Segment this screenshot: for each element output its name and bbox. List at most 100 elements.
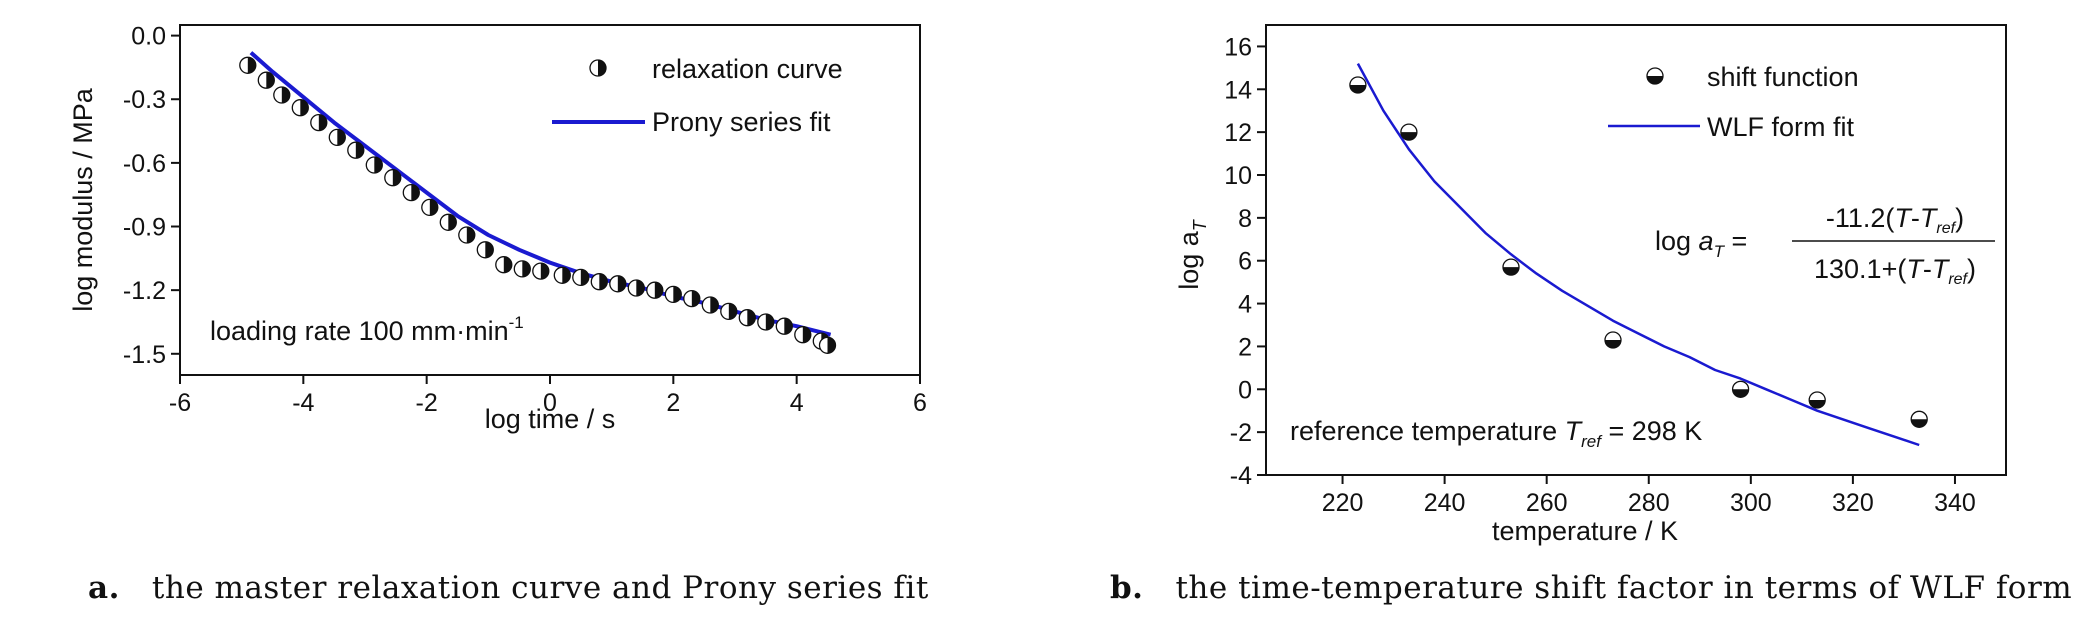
data-point (291, 99, 309, 117)
fit-line-a (249, 51, 832, 337)
data-point (1910, 410, 1928, 428)
data-point (664, 285, 682, 304)
caption-a-text: the master relaxation curve and Prony se… (151, 570, 929, 606)
y-tick-label: -1.5 (123, 341, 166, 369)
data-point (257, 71, 275, 89)
caption-b-letter: b. (1110, 570, 1144, 606)
x-tick-label: 300 (1730, 489, 1772, 517)
data-point (1400, 123, 1418, 141)
data-point (590, 273, 608, 291)
y-tick-label: -1.2 (123, 277, 166, 305)
x-tick-label: 0 (543, 389, 557, 417)
x-tick-label: 6 (913, 389, 927, 417)
data-point (365, 156, 383, 174)
data-point (1808, 391, 1826, 409)
data-point (553, 266, 571, 284)
data-point (1731, 380, 1750, 398)
plot-frame-b (1265, 24, 2007, 476)
y-tick-label: 6 (1238, 248, 1252, 276)
fit-curve (1356, 63, 1920, 447)
x-tick-label: -4 (292, 389, 314, 417)
x-tick-label: 260 (1526, 489, 1568, 517)
y-tick-label: -4 (1230, 462, 1252, 490)
data-point (239, 56, 257, 74)
caption-b-text: the time-temperature shift factor in ter… (1175, 570, 2073, 606)
formula-lhs: log aT = (1655, 226, 1747, 261)
y-tick-label: -0.9 (123, 214, 166, 242)
data-point (572, 268, 590, 287)
x-tick-label: 340 (1934, 489, 1976, 517)
legend-marker-relaxation (589, 59, 607, 77)
data-point (720, 302, 738, 321)
data-point (384, 169, 402, 187)
data-point (310, 113, 328, 132)
data-point (646, 281, 664, 299)
data-point (701, 296, 719, 314)
data-point (775, 317, 793, 335)
fit-line-b (1356, 63, 1920, 447)
data-point (818, 336, 837, 354)
data-point (683, 289, 701, 308)
data-point (1604, 331, 1622, 349)
data-point (476, 241, 494, 259)
formula-numerator: -11.2(T-Tref) (1826, 203, 1964, 237)
legend-b: shift function WLF form fit (1608, 62, 1859, 142)
caption-a: a. the master relaxation curve and Prony … (88, 570, 929, 606)
data-point (328, 128, 346, 147)
data-point (495, 256, 513, 274)
y-tick-label: -0.3 (123, 86, 166, 114)
x-tick-label: 320 (1832, 489, 1874, 517)
x-tick-label: -2 (416, 389, 438, 417)
data-point (273, 86, 291, 104)
data-point (439, 213, 457, 231)
y-tick-label: 8 (1238, 205, 1252, 233)
legend-label-shift: shift function (1707, 62, 1859, 92)
y-tick-label: 14 (1224, 76, 1252, 104)
annotation-reference-temperature: reference temperature Tref = 298 K (1290, 416, 1702, 451)
x-tick-label: 220 (1322, 489, 1364, 517)
y-tick-label: -0.6 (123, 150, 166, 178)
data-point (738, 309, 756, 327)
y-tick-label: 0 (1238, 376, 1252, 404)
x-axis-title-b: temperature / K (1492, 516, 1678, 546)
data-point (532, 262, 550, 280)
y-ticks-b: -4 -2 0 2 4 6 8 10 12 14 16 (1224, 33, 1266, 490)
wlf-formula: log aT = -11.2(T-Tref) 130.1+(T-Tref) (1655, 203, 1995, 288)
y-tick-label: 2 (1238, 333, 1252, 361)
legend-a: relaxation curve Prony series fit (552, 54, 843, 137)
x-tick-label: 240 (1424, 489, 1466, 517)
data-point (402, 183, 420, 202)
data-point (458, 226, 476, 244)
fit-curve (249, 51, 832, 337)
y-tick-label: 16 (1224, 33, 1252, 61)
caption-b: b. the time-temperature shift factor in t… (1110, 570, 2072, 606)
legend-label-prony: Prony series fit (652, 107, 831, 137)
y-axis-title-b: log aT (1174, 218, 1210, 290)
data-point (513, 260, 531, 278)
data-point (1349, 76, 1367, 94)
data-markers-a (239, 56, 837, 354)
x-ticks-b: 220 240 260 280 300 320 340 (1322, 475, 1976, 517)
data-point (347, 141, 365, 159)
data-markers-b (1349, 76, 1928, 428)
formula-denominator: 130.1+(T-Tref) (1814, 254, 1976, 288)
data-point (1502, 258, 1520, 276)
chart-a: -6 -4 -2 0 2 4 6 0.0 -0.3 -0.6 -0.9 -1.2 -1.5 log t… (68, 23, 927, 434)
y-tick-label: 10 (1224, 162, 1252, 190)
x-axis-title-a: log time / s (485, 404, 616, 434)
x-tick-label: 4 (790, 389, 804, 417)
y-axis-title-a: log modulus / MPa (68, 87, 98, 312)
x-tick-label: 2 (666, 389, 680, 417)
x-tick-label: 280 (1628, 489, 1670, 517)
x-tick-label: -6 (169, 389, 191, 417)
data-point (609, 275, 627, 293)
legend-marker-shift (1646, 67, 1664, 85)
x-ticks-a: -6 -4 -2 0 2 4 6 (169, 375, 927, 417)
y-tick-label: -2 (1230, 419, 1252, 447)
data-point (757, 313, 775, 331)
caption-a-letter: a. (88, 570, 120, 606)
data-point (421, 198, 439, 217)
y-tick-label: 4 (1238, 291, 1252, 319)
y-tick-label: 0.0 (131, 23, 166, 51)
y-ticks-a: 0.0 -0.3 -0.6 -0.9 -1.2 -1.5 (123, 23, 180, 369)
